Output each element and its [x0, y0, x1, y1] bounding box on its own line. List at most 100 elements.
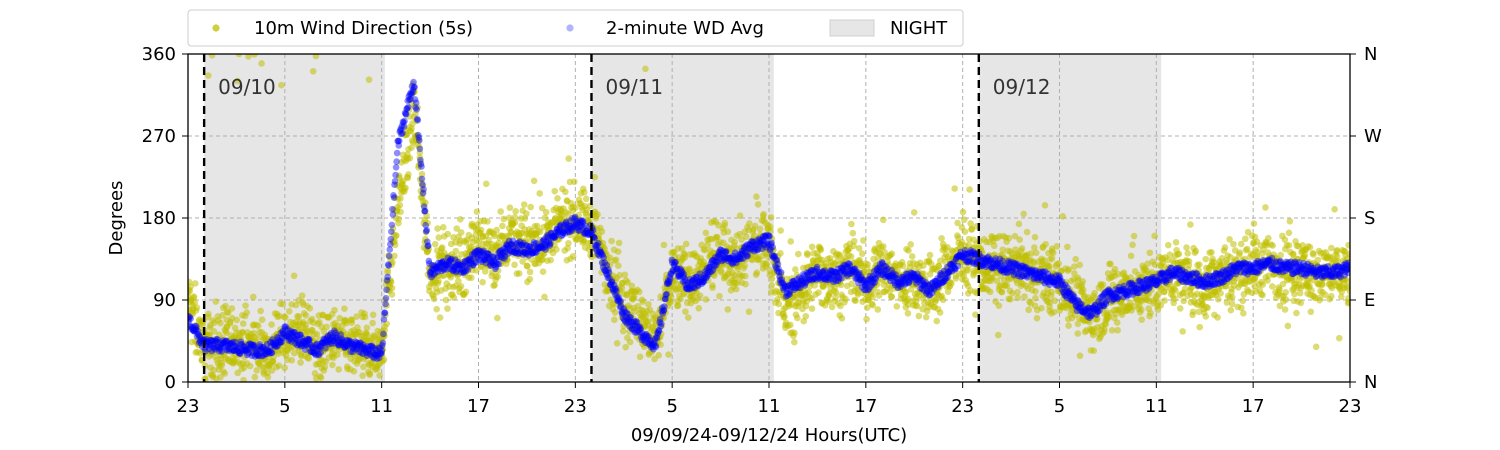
wind-5s-point: [1192, 247, 1200, 255]
wind-5s-point: [1023, 228, 1031, 236]
wind-5s-point: [282, 314, 289, 321]
wind-5s-point: [1155, 290, 1163, 298]
wind-5s-point: [964, 267, 972, 274]
wind-5s-point: [511, 261, 518, 269]
wind-5s-point: [1195, 308, 1203, 316]
wind-5s-point: [905, 247, 912, 254]
wind-5s-point: [270, 353, 278, 360]
wind-5s-point: [626, 338, 634, 346]
wind-2min-point: [404, 103, 412, 111]
wind-5s-point: [539, 268, 547, 275]
wind-5s-point: [899, 262, 907, 270]
wind-5s-point: [210, 328, 218, 335]
wind-5s-point: [396, 201, 404, 209]
wind-5s-point: [1242, 235, 1249, 243]
wind-5s-point: [770, 269, 778, 277]
wind-5s-point: [1171, 295, 1178, 303]
wind-5s-point: [258, 60, 265, 67]
wind-5s-point: [615, 239, 623, 247]
wind-5s-point: [412, 110, 419, 117]
wind-5s-point: [753, 269, 761, 276]
wind-5s-point: [382, 296, 389, 304]
wind-5s-point: [422, 235, 429, 243]
wind-5s-point: [1186, 277, 1194, 285]
wind-5s-point: [935, 284, 943, 292]
wind-5s-point: [888, 293, 896, 301]
wind-5s-point: [693, 277, 701, 285]
wind-5s-point: [1016, 236, 1024, 243]
wind-5s-point: [530, 177, 538, 185]
wind-5s-point: [677, 295, 684, 303]
wind-5s-point: [1021, 293, 1028, 300]
wind-5s-point: [938, 235, 945, 242]
wind-5s-point: [815, 289, 822, 296]
wind-5s-point: [848, 220, 855, 228]
wind-5s-point: [1281, 236, 1289, 243]
wind-5s-point: [467, 274, 475, 282]
wind-5s-point: [306, 305, 314, 312]
wind-5s-point: [523, 210, 530, 217]
wind-2min-point: [423, 226, 431, 234]
wind-5s-point: [1147, 286, 1155, 294]
wind-5s-point: [1076, 261, 1084, 269]
wind-5s-point: [1165, 263, 1173, 271]
wind-5s-point: [316, 336, 323, 343]
wind-5s-point: [224, 309, 232, 316]
wind-5s-point: [993, 277, 1001, 285]
wind-5s-point: [527, 203, 534, 211]
wind-5s-point: [998, 288, 1006, 296]
wind-5s-point: [1011, 232, 1019, 240]
wind-5s-point: [278, 81, 285, 89]
wind-5s-point: [504, 256, 511, 264]
wind-5s-point: [343, 319, 350, 327]
wind-2min-point: [613, 287, 620, 295]
wind-5s-point: [1291, 290, 1298, 298]
wind-5s-point: [246, 362, 254, 370]
wind-5s-point: [582, 195, 590, 203]
wind-5s-point: [863, 315, 870, 323]
wind-2min-point: [385, 252, 393, 260]
wind-5s-point: [438, 244, 446, 251]
wind-5s-point: [736, 230, 744, 238]
wind-5s-point: [662, 309, 669, 316]
wind-5s-point: [536, 190, 543, 197]
wind-5s-point: [397, 208, 404, 216]
wind-5s-point: [1042, 274, 1049, 281]
wind-5s-point: [350, 368, 358, 375]
wind-5s-point: [757, 233, 765, 241]
wind-5s-point: [1048, 288, 1055, 296]
wind-5s-point: [1050, 308, 1058, 316]
wind-5s-point: [1217, 289, 1224, 297]
wind-5s-point: [1130, 232, 1138, 240]
wind-5s-point: [667, 293, 675, 301]
wind-5s-point: [565, 155, 572, 162]
wind-5s-point: [253, 367, 261, 374]
wind-5s-point: [881, 248, 888, 256]
wind-2min-point: [379, 339, 387, 347]
wind-5s-point: [1161, 297, 1168, 304]
wind-5s-point: [435, 277, 442, 285]
wind-5s-point: [1025, 306, 1032, 314]
wind-5s-point: [536, 228, 544, 236]
wind-2min-point: [413, 106, 421, 113]
wind-5s-point: [1020, 210, 1027, 218]
wind-5s-point: [861, 271, 868, 279]
wind-5s-point: [660, 314, 667, 322]
wind-5s-point: [781, 313, 788, 321]
wind-5s-point: [444, 230, 451, 238]
wind-5s-point: [904, 295, 912, 303]
wind-5s-point: [309, 67, 317, 75]
wind-5s-point: [484, 218, 491, 225]
wind-5s-point: [655, 351, 663, 359]
wind-5s-point: [1031, 233, 1039, 241]
wind-5s-point: [1138, 316, 1145, 323]
wind-5s-point: [612, 256, 620, 264]
wind-5s-point: [794, 314, 801, 322]
wind-5s-point: [1214, 314, 1221, 321]
wind-5s-point: [582, 211, 590, 219]
wind-5s-point: [913, 302, 921, 310]
wind-5s-point: [442, 296, 450, 304]
wind-5s-point: [1108, 327, 1116, 334]
wind-5s-point: [893, 303, 901, 310]
wind-5s-point: [1029, 264, 1036, 272]
